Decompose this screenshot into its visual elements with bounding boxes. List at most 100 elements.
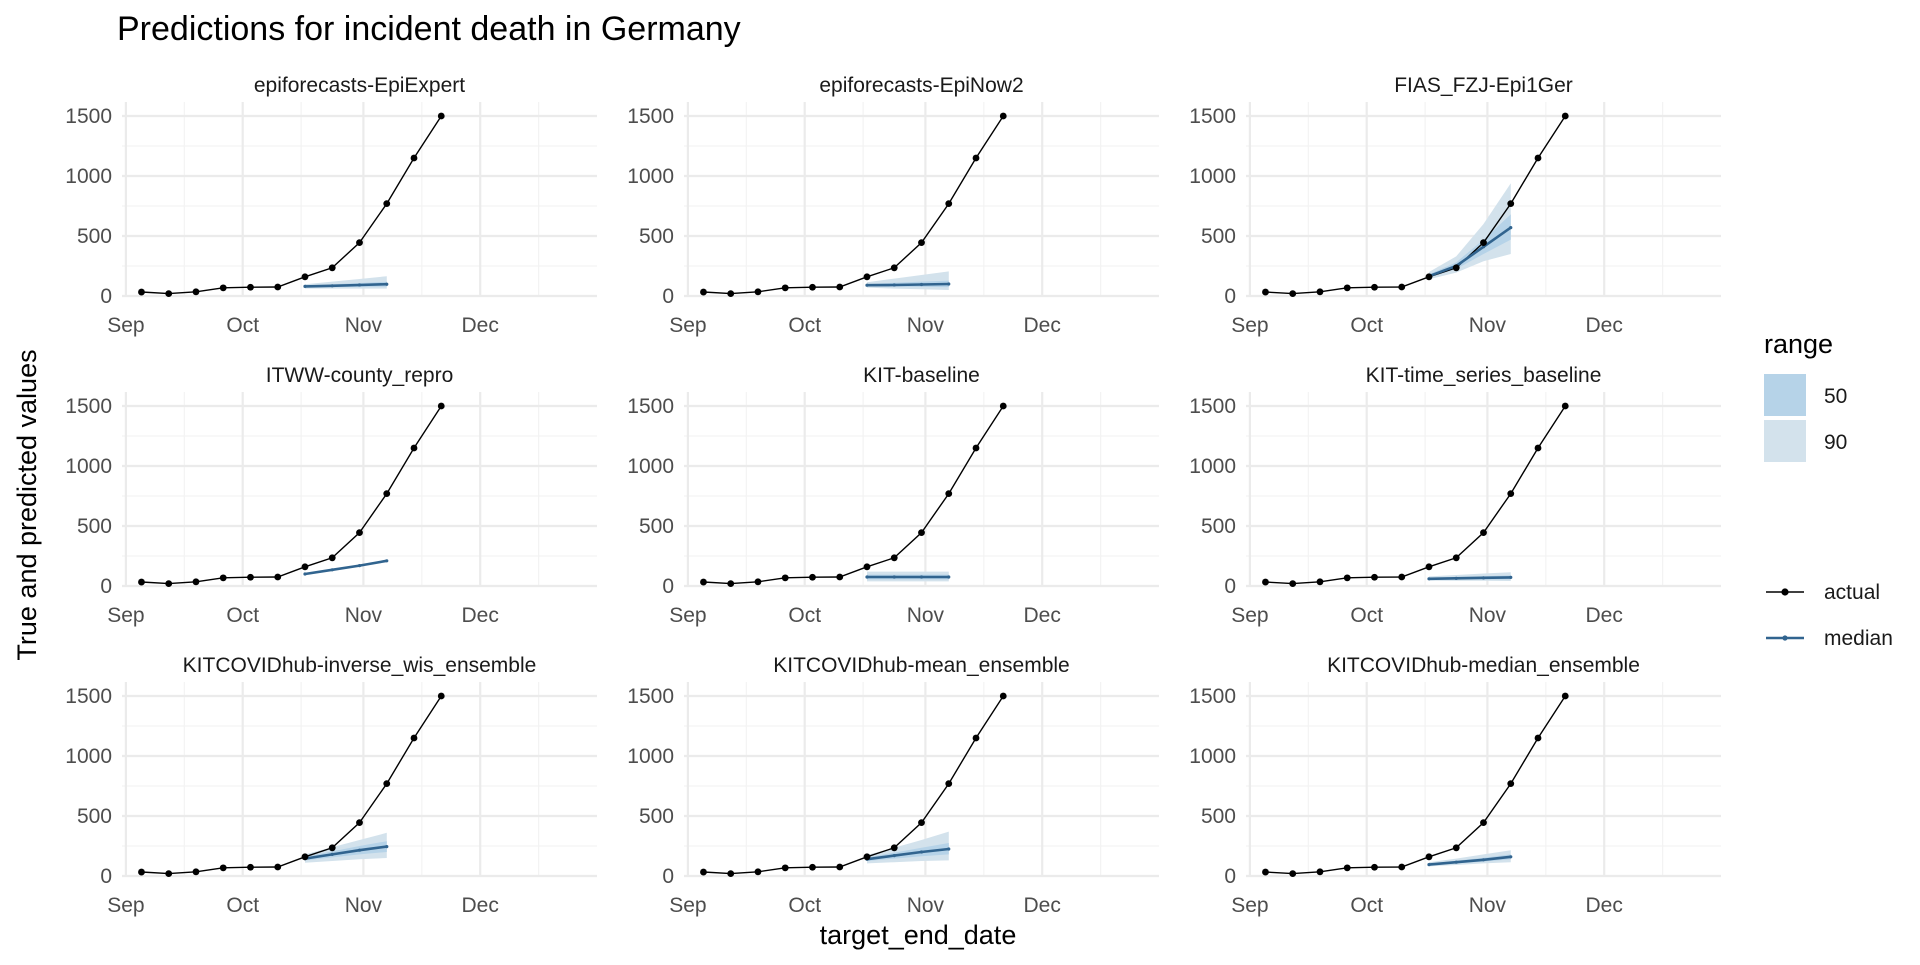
legend-swatch-50 — [1764, 374, 1806, 416]
median-point — [865, 283, 869, 287]
facet-panels: 0 500 1000 1500 Sep Oct Nov Dec epiforecasts-Epi… — [65, 74, 1721, 917]
actual-point — [1398, 283, 1406, 291]
y-tick-label: 1000 — [65, 455, 112, 478]
y-tick-label: 1500 — [1189, 685, 1236, 708]
median-point — [357, 283, 362, 287]
actual-point — [999, 692, 1007, 700]
actual-point — [328, 554, 336, 562]
actual-point — [972, 154, 980, 162]
y-tick-label: 0 — [1224, 285, 1236, 308]
actual-point — [809, 863, 816, 871]
actual-line — [141, 115, 442, 295]
facet-panel: 0 500 1000 1500 Sep Oct Nov Dec epiforecasts-Epi… — [65, 74, 597, 337]
actual-point — [301, 853, 309, 861]
actual-point — [138, 578, 145, 586]
median-point — [919, 575, 924, 579]
facet-title: KITCOVIDhub-mean_ensemble — [773, 654, 1069, 677]
actual-point — [754, 868, 762, 876]
actual-point — [1343, 284, 1351, 292]
actual-line — [141, 695, 442, 875]
facet-title: KITCOVIDhub-inverse_wis_ensemble — [183, 654, 537, 677]
actual-point — [247, 863, 254, 871]
actual-point — [945, 490, 953, 497]
actual-point — [1371, 863, 1378, 871]
y-tick-label: 500 — [77, 225, 112, 248]
median-point — [919, 850, 924, 854]
actual-point — [727, 290, 735, 297]
actual-point — [1343, 864, 1351, 872]
actual-point — [410, 734, 418, 742]
actual-point — [863, 853, 871, 861]
chart-title: Predictions for incident death in German… — [117, 10, 741, 48]
actual-point — [1452, 264, 1460, 272]
median-point — [1509, 855, 1513, 859]
median-point — [357, 848, 362, 852]
actual-point — [1561, 112, 1569, 120]
y-tick-label: 1500 — [1189, 395, 1236, 418]
x-tick-label: Oct — [226, 894, 259, 917]
actual-line — [703, 405, 1004, 585]
y-tick-label: 500 — [639, 805, 674, 828]
facet-panel: 0 500 1000 1500 Sep Oct Nov Dec KIT-time_series_… — [1189, 364, 1721, 627]
x-tick-label: Nov — [345, 894, 383, 917]
x-tick-label: Dec — [1024, 314, 1061, 337]
actual-line — [703, 695, 1004, 875]
actual-point — [972, 444, 980, 452]
facet-title: KIT-baseline — [863, 364, 980, 387]
actual-point — [863, 273, 871, 281]
actual-point — [1507, 200, 1515, 208]
y-tick-label: 0 — [1224, 865, 1236, 888]
median-point — [892, 854, 896, 858]
median-point — [1481, 245, 1486, 249]
median-point — [892, 575, 896, 579]
actual-point — [1534, 154, 1542, 162]
x-tick-label: Dec — [462, 604, 499, 627]
y-tick-label: 500 — [1201, 805, 1236, 828]
actual-point — [781, 574, 789, 582]
actual-point — [219, 864, 227, 872]
actual-point — [1289, 870, 1297, 877]
x-tick-label: Nov — [1469, 894, 1507, 917]
actual-point — [328, 844, 336, 852]
x-tick-label: Nov — [907, 604, 945, 627]
actual-point — [1289, 580, 1297, 587]
y-tick-label: 1500 — [627, 685, 674, 708]
actual-point — [836, 573, 844, 581]
facet-panel: 0 500 1000 1500 Sep Oct Nov Dec ITWW-county_repr… — [65, 364, 597, 627]
actual-point — [1507, 780, 1515, 787]
facet-panel: 0 500 1000 1500 Sep Oct Nov Dec KITCOVIDhub-medi… — [1189, 654, 1721, 917]
y-tick-label: 500 — [639, 515, 674, 538]
actual-point — [383, 490, 391, 497]
actual-point — [247, 283, 254, 291]
x-tick-label: Dec — [1586, 604, 1623, 627]
x-tick-label: Dec — [1024, 604, 1061, 627]
actual-point — [410, 444, 418, 452]
median-point — [947, 282, 951, 286]
median-point — [919, 282, 924, 287]
x-tick-label: Oct — [1350, 894, 1383, 917]
actual-point — [945, 200, 953, 208]
actual-point — [700, 868, 707, 876]
median-line — [304, 282, 387, 288]
x-tick-label: Oct — [788, 604, 821, 627]
median-point — [1509, 575, 1513, 579]
actual-point — [192, 288, 200, 296]
median-point — [330, 568, 334, 572]
median-point — [947, 847, 951, 851]
median-point — [1427, 577, 1431, 581]
actual-point — [999, 402, 1007, 410]
actual-point — [781, 864, 789, 872]
actual-point — [890, 264, 898, 272]
actual-point — [165, 870, 173, 877]
x-tick-label: Dec — [462, 314, 499, 337]
actual-line — [1265, 115, 1566, 295]
actual-point — [1480, 819, 1487, 826]
band-50 — [1429, 214, 1511, 278]
legend-swatch-90 — [1764, 420, 1806, 462]
median-point — [892, 283, 896, 287]
actual-point — [219, 574, 227, 582]
facet-title: ITWW-county_repro — [266, 364, 454, 387]
median-point — [1454, 576, 1458, 580]
actual-point — [700, 288, 707, 296]
median-line — [1428, 226, 1512, 278]
